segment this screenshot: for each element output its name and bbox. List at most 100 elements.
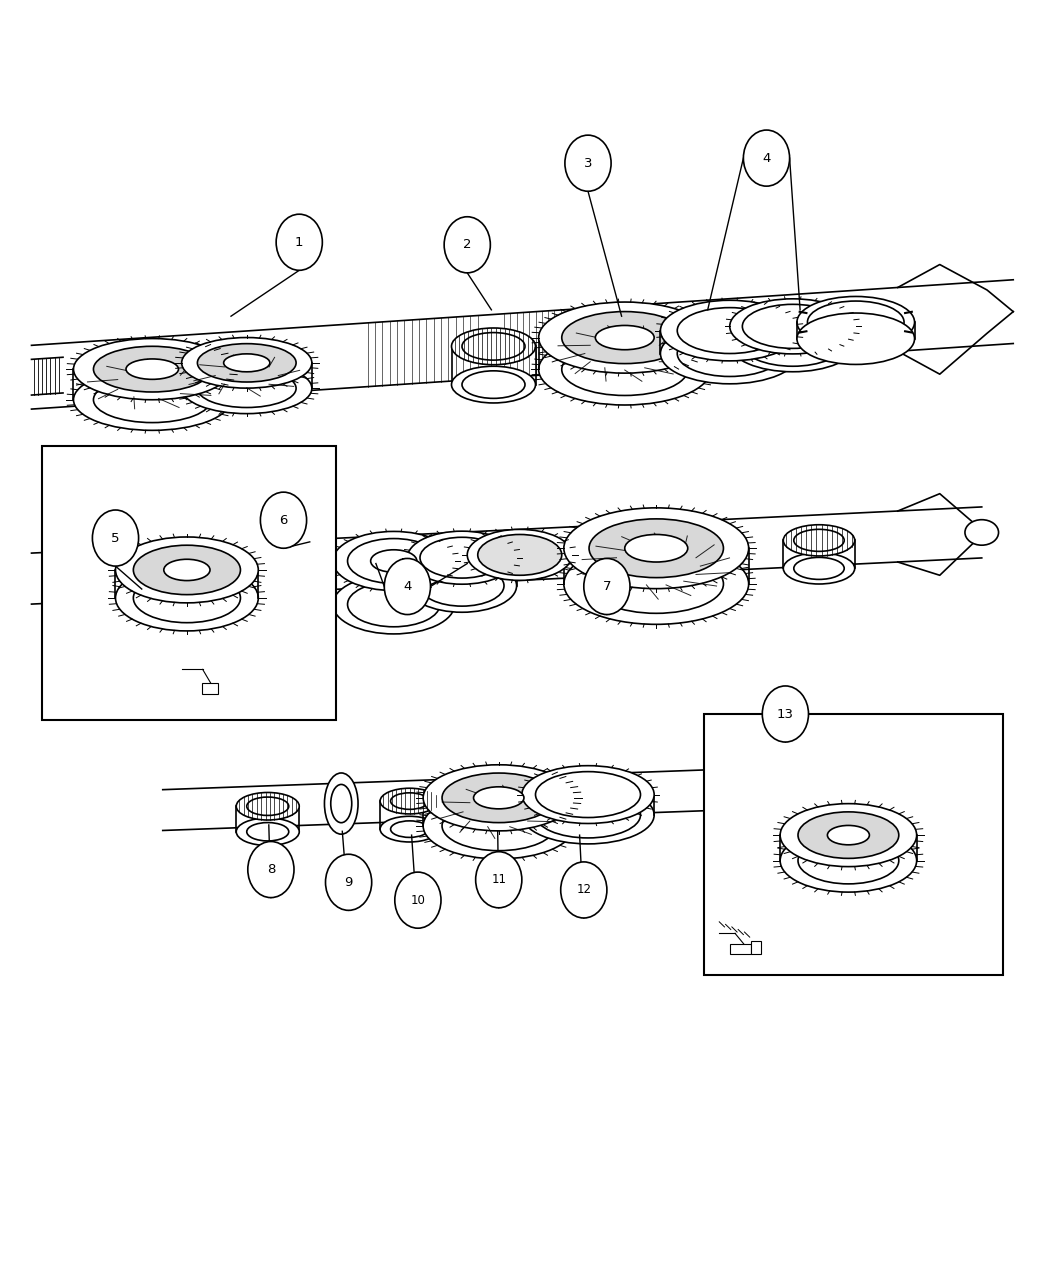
Ellipse shape <box>798 812 899 858</box>
Ellipse shape <box>780 803 917 867</box>
Ellipse shape <box>780 829 917 892</box>
Circle shape <box>444 217 490 273</box>
Ellipse shape <box>333 575 455 634</box>
Ellipse shape <box>324 773 358 834</box>
Ellipse shape <box>536 771 640 817</box>
Ellipse shape <box>539 334 711 405</box>
Text: 9: 9 <box>344 876 353 889</box>
Ellipse shape <box>407 560 517 612</box>
Text: 5: 5 <box>111 532 120 544</box>
Ellipse shape <box>420 537 504 578</box>
Circle shape <box>326 854 372 910</box>
Ellipse shape <box>783 525 855 556</box>
Ellipse shape <box>478 534 562 575</box>
Ellipse shape <box>589 555 723 613</box>
Ellipse shape <box>442 801 555 850</box>
Ellipse shape <box>595 325 654 349</box>
Ellipse shape <box>677 330 782 376</box>
Ellipse shape <box>452 366 536 403</box>
Ellipse shape <box>730 316 856 372</box>
Ellipse shape <box>564 507 749 589</box>
Ellipse shape <box>423 765 574 831</box>
Circle shape <box>260 492 307 548</box>
Ellipse shape <box>442 773 555 822</box>
Ellipse shape <box>333 532 455 590</box>
Ellipse shape <box>116 537 258 603</box>
Ellipse shape <box>126 360 178 380</box>
Ellipse shape <box>420 565 504 606</box>
Ellipse shape <box>783 553 855 584</box>
Text: 12: 12 <box>576 884 591 896</box>
Circle shape <box>565 135 611 191</box>
Ellipse shape <box>58 536 121 565</box>
Ellipse shape <box>348 538 440 584</box>
Circle shape <box>762 686 808 742</box>
Text: 4: 4 <box>403 580 412 593</box>
Text: 2: 2 <box>463 238 471 251</box>
Ellipse shape <box>236 793 299 820</box>
Ellipse shape <box>677 307 782 353</box>
Ellipse shape <box>182 338 312 388</box>
Circle shape <box>476 852 522 908</box>
Ellipse shape <box>798 838 899 884</box>
Circle shape <box>384 558 430 615</box>
Ellipse shape <box>296 533 330 597</box>
Ellipse shape <box>380 816 439 842</box>
Ellipse shape <box>93 347 211 391</box>
Ellipse shape <box>742 305 843 348</box>
Text: 4: 4 <box>762 152 771 164</box>
Bar <box>730 944 751 954</box>
Circle shape <box>395 872 441 928</box>
Text: 10: 10 <box>411 894 425 907</box>
Circle shape <box>584 558 630 615</box>
Ellipse shape <box>539 302 711 374</box>
Ellipse shape <box>423 793 574 859</box>
Ellipse shape <box>133 546 240 594</box>
FancyBboxPatch shape <box>704 714 1003 975</box>
Ellipse shape <box>562 343 688 395</box>
Ellipse shape <box>965 520 999 546</box>
Circle shape <box>743 130 790 186</box>
Ellipse shape <box>625 534 688 562</box>
Ellipse shape <box>797 314 915 365</box>
Circle shape <box>276 214 322 270</box>
Ellipse shape <box>74 339 231 400</box>
Ellipse shape <box>827 825 869 845</box>
Text: 13: 13 <box>777 708 794 720</box>
Ellipse shape <box>522 787 654 844</box>
Circle shape <box>248 842 294 898</box>
Circle shape <box>561 862 607 918</box>
Ellipse shape <box>589 519 723 578</box>
Ellipse shape <box>742 323 843 366</box>
Ellipse shape <box>380 788 439 813</box>
Ellipse shape <box>522 766 654 824</box>
Ellipse shape <box>197 370 296 408</box>
Ellipse shape <box>562 311 688 363</box>
Ellipse shape <box>197 344 296 382</box>
Ellipse shape <box>74 370 231 431</box>
Text: 3: 3 <box>584 157 592 170</box>
Circle shape <box>92 510 139 566</box>
Ellipse shape <box>407 532 517 584</box>
Bar <box>751 941 761 954</box>
Ellipse shape <box>236 819 299 845</box>
Text: 6: 6 <box>279 514 288 527</box>
Text: 7: 7 <box>603 580 611 593</box>
Ellipse shape <box>93 377 211 422</box>
Ellipse shape <box>536 792 640 838</box>
Ellipse shape <box>164 560 210 580</box>
Ellipse shape <box>182 363 312 413</box>
Ellipse shape <box>116 565 258 631</box>
Ellipse shape <box>348 581 440 627</box>
Ellipse shape <box>660 301 799 361</box>
Ellipse shape <box>224 354 270 372</box>
FancyBboxPatch shape <box>42 446 336 720</box>
Text: 1: 1 <box>295 236 303 249</box>
Text: 8: 8 <box>267 863 275 876</box>
Ellipse shape <box>58 564 121 593</box>
Ellipse shape <box>797 297 915 348</box>
Ellipse shape <box>564 543 749 625</box>
Text: 11: 11 <box>491 873 506 886</box>
Ellipse shape <box>660 324 799 384</box>
Ellipse shape <box>452 328 536 365</box>
